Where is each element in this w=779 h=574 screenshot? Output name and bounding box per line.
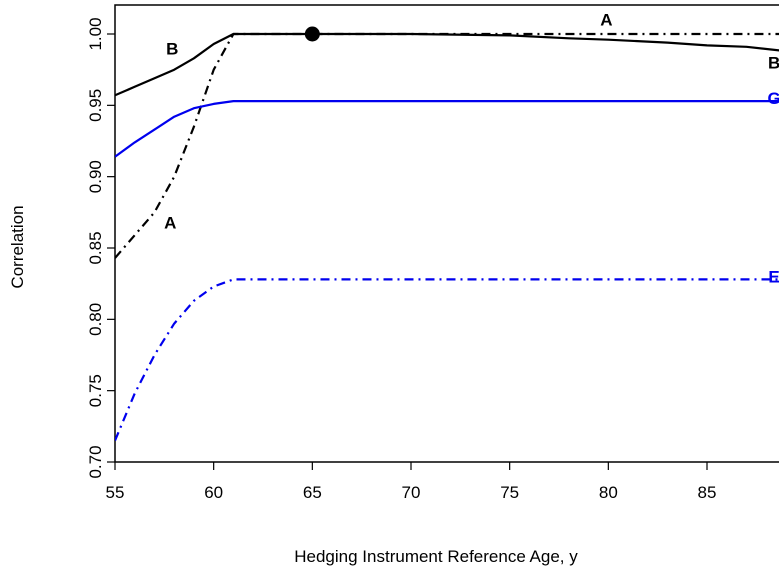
series-line-g-2 [115,100,779,158]
y-tick-label: 0.95 [86,89,105,122]
x-axis-title: Hedging Instrument Reference Age, y [294,547,578,566]
y-tick-label: 0.85 [86,231,105,264]
x-tick-label: 75 [500,483,519,502]
x-tick-label: 80 [599,483,618,502]
x-tick-label: 70 [402,483,421,502]
y-tick-label: 0.80 [86,303,105,336]
series-annotation-g: G [767,89,779,108]
x-tick-label: 85 [698,483,717,502]
y-axis-title: Correlation [8,205,27,288]
series-annotation-e: E [768,268,779,287]
y-tick-label: 1.00 [86,17,105,50]
series-line-e-3 [115,278,779,442]
x-tick-label: 65 [303,483,322,502]
x-tick-label: 60 [204,483,223,502]
series-annotation-a: A [164,213,176,232]
y-tick-label: 0.90 [86,160,105,193]
y-tick-label: 0.75 [86,374,105,407]
series-line-b-1 [115,32,779,97]
x-tick-label: 55 [106,483,125,502]
y-tick-label: 0.70 [86,445,105,478]
series-annotation-b: B [166,39,178,58]
plot-area: 55 60 65 70 75 80 85 0.70 0.75 0.80 0.85 0.90 0.95 1.… [86,4,779,502]
plot-frame [114,4,779,463]
highlight-point [304,26,320,42]
series-annotation-b: B [768,54,779,73]
series-annotation-a: A [600,11,612,30]
